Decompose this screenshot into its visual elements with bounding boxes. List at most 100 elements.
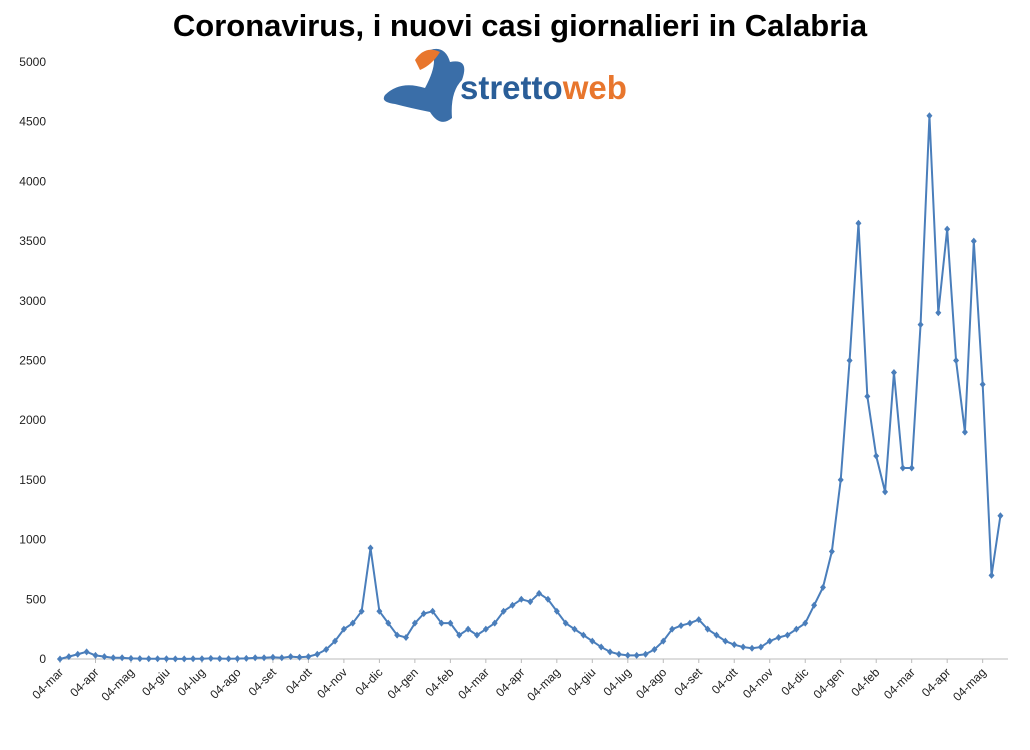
data-point bbox=[420, 610, 427, 618]
data-point bbox=[917, 321, 924, 329]
data-point bbox=[349, 619, 356, 627]
data-point bbox=[145, 655, 152, 663]
data-point bbox=[864, 392, 871, 400]
y-tick-label: 3500 bbox=[19, 234, 46, 248]
data-point bbox=[367, 544, 374, 552]
data-point bbox=[527, 598, 534, 606]
data-point bbox=[740, 643, 747, 651]
data-point bbox=[83, 648, 90, 656]
logo-icon bbox=[383, 48, 465, 122]
data-point bbox=[190, 655, 197, 663]
data-point bbox=[819, 583, 826, 591]
data-point bbox=[544, 595, 551, 603]
data-point bbox=[970, 237, 977, 245]
data-point bbox=[890, 368, 897, 376]
data-point bbox=[456, 631, 463, 639]
data-point bbox=[465, 625, 472, 633]
data-point bbox=[536, 589, 543, 597]
data-point bbox=[376, 607, 383, 615]
data-point bbox=[207, 654, 214, 662]
y-tick-label: 1000 bbox=[19, 533, 46, 547]
data-point bbox=[394, 631, 401, 639]
y-tick-label: 3000 bbox=[19, 294, 46, 308]
data-point bbox=[358, 607, 365, 615]
data-point bbox=[323, 645, 330, 653]
data-point bbox=[500, 607, 507, 615]
data-point bbox=[935, 309, 942, 317]
x-tick-label: 04-mar bbox=[455, 665, 492, 702]
data-point bbox=[65, 653, 72, 661]
x-tick-label: 04-ago bbox=[207, 665, 244, 702]
chart-title: Coronavirus, i nuovi casi giornalieri in… bbox=[173, 8, 868, 43]
y-tick-label: 5000 bbox=[19, 55, 46, 69]
data-point bbox=[571, 625, 578, 633]
x-tick-label: 04-gen bbox=[811, 665, 847, 701]
logo: strettoweb bbox=[383, 48, 627, 122]
y-tick-label: 0 bbox=[39, 652, 46, 666]
data-point bbox=[633, 651, 640, 659]
x-tick-label: 04-feb bbox=[848, 665, 882, 699]
x-tick-label: 04-dic bbox=[778, 665, 811, 698]
y-tick-label: 500 bbox=[26, 592, 46, 606]
x-tick-label: 04-lug bbox=[175, 665, 208, 698]
x-tick-label: 04-nov bbox=[314, 665, 350, 701]
data-point bbox=[136, 655, 143, 663]
logo-part: stretto bbox=[460, 69, 563, 106]
data-point bbox=[287, 653, 294, 661]
data-point bbox=[926, 112, 933, 120]
x-tick-label: 04-mag bbox=[98, 665, 137, 704]
data-point bbox=[243, 654, 250, 662]
data-point bbox=[340, 625, 347, 633]
x-tick-label: 04-apr bbox=[67, 665, 101, 699]
data-point bbox=[429, 607, 436, 615]
x-tick-label: 04-giu bbox=[139, 665, 172, 698]
data-point bbox=[438, 619, 445, 627]
x-tick-label: 04-lug bbox=[600, 665, 633, 698]
data-point bbox=[988, 571, 995, 579]
data-point bbox=[181, 655, 188, 663]
data-point bbox=[119, 654, 126, 662]
x-tick-label: 04-dic bbox=[352, 665, 385, 698]
data-point bbox=[598, 643, 605, 651]
data-point bbox=[669, 625, 676, 633]
data-point bbox=[127, 654, 134, 662]
data-point bbox=[979, 380, 986, 388]
data-point bbox=[828, 548, 835, 556]
data-point bbox=[802, 619, 809, 627]
y-tick-label: 1500 bbox=[19, 473, 46, 487]
x-tick-label: 04-gen bbox=[385, 665, 421, 701]
logo-icon-accent bbox=[415, 49, 440, 70]
data-point bbox=[57, 655, 63, 663]
y-tick-label: 4000 bbox=[19, 174, 46, 188]
data-point bbox=[873, 452, 880, 460]
data-point bbox=[615, 650, 622, 658]
x-tick-label: 04-ott bbox=[709, 665, 741, 697]
data-point bbox=[731, 641, 738, 649]
data-point bbox=[793, 625, 800, 633]
data-point bbox=[234, 655, 241, 663]
data-point bbox=[403, 634, 410, 642]
data-point bbox=[855, 219, 862, 227]
y-tick-label: 2000 bbox=[19, 413, 46, 427]
data-point bbox=[305, 653, 312, 661]
data-point bbox=[553, 607, 560, 615]
data-point bbox=[722, 637, 729, 645]
data-point bbox=[110, 654, 117, 662]
data-point bbox=[846, 357, 853, 364]
data-point bbox=[642, 650, 649, 658]
data-point bbox=[172, 655, 179, 663]
data-point bbox=[580, 631, 587, 639]
data-point bbox=[837, 476, 844, 484]
data-point bbox=[589, 637, 596, 645]
data-point bbox=[482, 625, 489, 633]
data-point bbox=[411, 619, 418, 627]
data-point bbox=[686, 619, 693, 627]
data-point bbox=[154, 655, 161, 663]
data-point bbox=[811, 601, 818, 609]
x-tick-label: 04-mag bbox=[524, 665, 563, 704]
logo-text: strettoweb bbox=[460, 69, 627, 106]
data-point bbox=[92, 651, 99, 659]
data-line bbox=[59, 115, 1002, 660]
